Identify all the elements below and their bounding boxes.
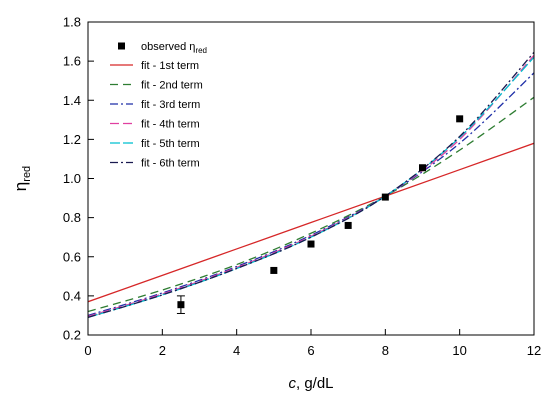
- data-point: [270, 266, 278, 274]
- legend: observed ηred fit - 1st term fit - 2nd ter…: [110, 41, 207, 170]
- data-point: [456, 115, 464, 123]
- legend-item-2: fit - 2nd term: [110, 80, 203, 92]
- legend-label-4: fit - 4th term: [141, 119, 200, 131]
- y-axis-title: ηred: [11, 166, 33, 191]
- x-axis-title-unit: , g/dL: [296, 375, 334, 392]
- y-tick-label: 1.0: [63, 171, 81, 186]
- y-tick-label: 1.2: [63, 132, 81, 147]
- data-point: [344, 221, 352, 229]
- y-tick-label: 1.4: [63, 93, 81, 108]
- legend-label-observed: observed ηred: [141, 41, 207, 55]
- x-tick-label: 12: [527, 343, 541, 358]
- legend-label-observed-subscript: red: [195, 46, 207, 55]
- fit-curves: [88, 51, 534, 319]
- y-tick-label: 0.2: [63, 328, 81, 343]
- y-tick-label: 0.8: [63, 210, 81, 225]
- fit-line-1: [88, 142, 534, 303]
- y-tick-label: 1.8: [63, 15, 81, 30]
- legend-item-3: fit - 3rd term: [110, 99, 200, 111]
- legend-label-3: fit - 3rd term: [141, 99, 200, 111]
- data-point: [307, 240, 315, 248]
- x-tick-label: 8: [382, 343, 389, 358]
- y-axis-title-subscript: red: [21, 166, 33, 182]
- x-tick-label: 0: [84, 343, 91, 358]
- x-tick-label: 10: [452, 343, 466, 358]
- fit-line-2: [88, 96, 534, 313]
- y-axis-title-symbol: η: [11, 182, 30, 191]
- x-tick-label: 4: [233, 343, 240, 358]
- x-tick-label: 2: [159, 343, 166, 358]
- legend-item-5: fit - 5th term: [110, 138, 200, 150]
- x-tick-label: 6: [307, 343, 314, 358]
- axes: 0 2 4 6 8 10 12 0.2 0.4 0.6 0.8 1.0 1.2 1.4 1.6 1.8: [63, 15, 541, 359]
- plot-area: [88, 51, 534, 319]
- legend-label-1: fit - 1st term: [141, 60, 199, 72]
- data-point: [419, 164, 426, 172]
- data-point: [177, 301, 185, 309]
- legend-label-5: fit - 5th term: [141, 138, 200, 150]
- fit-line-4: [88, 54, 534, 318]
- fit-line-5: [88, 56, 534, 319]
- fit-line-3: [88, 72, 534, 317]
- legend-label-6: fit - 6th term: [141, 158, 200, 170]
- legend-label-2: fit - 2nd term: [141, 80, 203, 92]
- x-axis-title: c, g/dL: [288, 375, 333, 392]
- legend-item-6: fit - 6th term: [110, 158, 200, 170]
- y-tick-label: 1.6: [63, 54, 81, 69]
- data-point: [381, 193, 389, 201]
- y-tick-label: 0.4: [63, 288, 81, 303]
- legend-item-4: fit - 4th term: [110, 119, 200, 131]
- x-axis-title-variable: c: [288, 375, 296, 392]
- legend-item-1: fit - 1st term: [110, 60, 199, 72]
- observed-points: [176, 115, 464, 314]
- legend-label-observed-main: observed η: [141, 41, 195, 53]
- fit-line-6: [88, 51, 534, 319]
- legend-marker-observed: [118, 42, 125, 50]
- legend-item-observed: observed ηred: [118, 41, 207, 55]
- y-tick-label: 0.6: [63, 249, 81, 264]
